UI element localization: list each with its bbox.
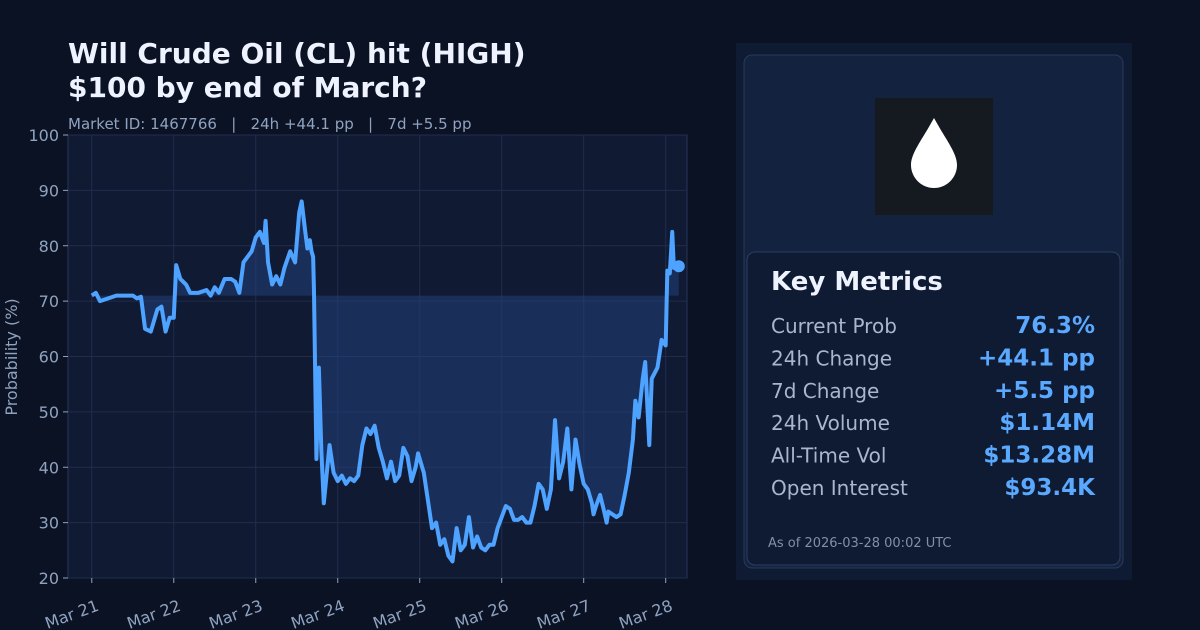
y-tick-label: 80 bbox=[39, 237, 59, 256]
title-line: $100 by end of March? bbox=[68, 71, 427, 104]
metric-value: 76.3% bbox=[1015, 313, 1095, 339]
y-axis-label: Probability (%) bbox=[2, 298, 21, 415]
metric-label: 24h Change bbox=[771, 346, 892, 370]
y-tick-label: 20 bbox=[39, 569, 59, 588]
metric-value: +44.1 pp bbox=[978, 345, 1095, 371]
y-tick-label: 40 bbox=[39, 458, 59, 477]
line bbox=[90, 199, 680, 564]
metric-label: 7d Change bbox=[771, 379, 879, 403]
metrics-heading: Key Metrics bbox=[771, 267, 943, 297]
metric-label: Current Prob bbox=[771, 314, 897, 338]
y-tick-label: 100 bbox=[28, 126, 59, 145]
metric-label: Open Interest bbox=[771, 476, 908, 500]
metric-value: +5.5 pp bbox=[994, 378, 1095, 404]
metrics-list: Current Prob 76.3% 24h Change +44.1 pp 7d Ch… bbox=[771, 313, 1096, 501]
oil-drop-icon bbox=[911, 118, 957, 188]
y-tick-label: 70 bbox=[39, 292, 59, 311]
y-tick-label: 60 bbox=[39, 348, 59, 367]
metrics-card bbox=[746, 251, 1121, 566]
metric-value: $13.28M bbox=[983, 443, 1095, 469]
y-tick-label: 30 bbox=[39, 514, 59, 533]
y-tick-label: 50 bbox=[39, 403, 59, 422]
metric-value: $93.4K bbox=[1004, 475, 1096, 501]
subtitle: Market ID: 1467766 | 24h +44.1 pp | 7d +… bbox=[68, 115, 471, 133]
title-line: Will Crude Oil (CL) hit (HIGH) bbox=[68, 37, 526, 70]
metric-label: All-Time Vol bbox=[771, 444, 886, 468]
y-tick-label: 90 bbox=[39, 181, 59, 200]
footnote: As of 2026-03-28 00:02 UTC bbox=[768, 536, 952, 551]
last-point bbox=[672, 260, 685, 273]
metric-value: $1.14M bbox=[999, 410, 1095, 436]
metric-label: 24h Volume bbox=[771, 411, 890, 435]
